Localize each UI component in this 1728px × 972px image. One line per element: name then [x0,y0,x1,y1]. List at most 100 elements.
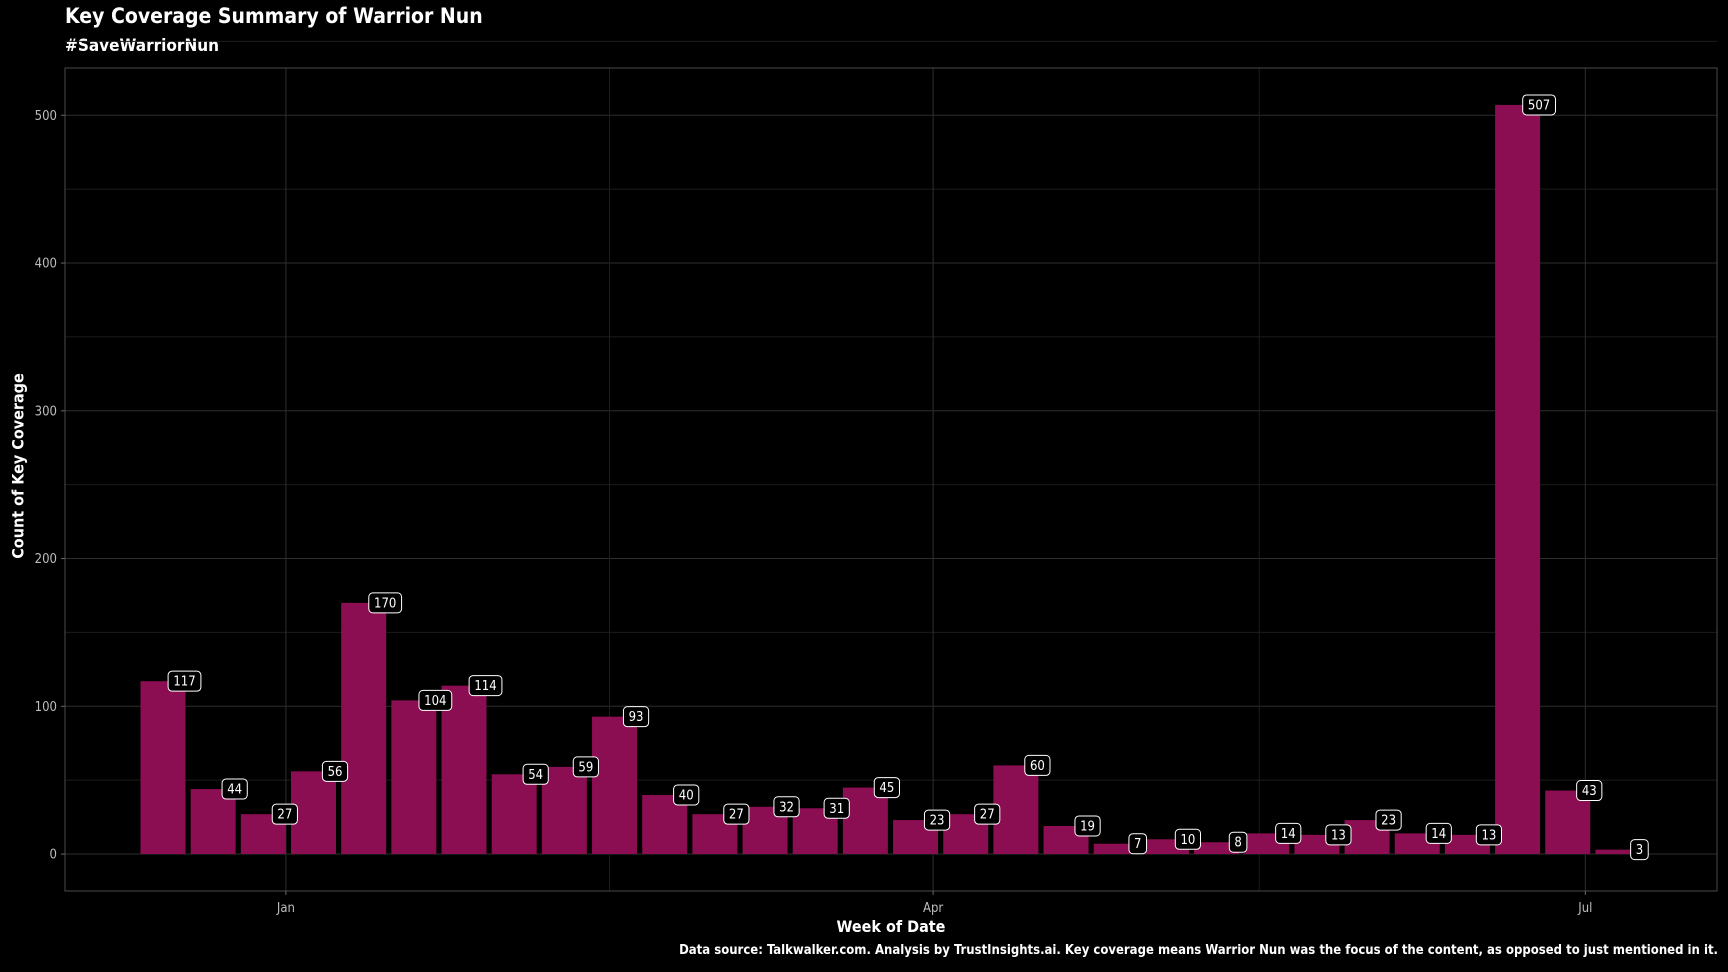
data-label-text: 59 [578,760,593,775]
x-axis-label: Week of Date [836,917,946,936]
data-labels: 117 44 27 56 170 104 114 54 59 93 40 27 32 31 45 23 27 60… [167,94,1649,861]
data-label: 19 [1074,815,1101,837]
y-tick-label: 200 [35,552,57,567]
data-label-box [418,689,453,711]
x-tick-label: Jul [1577,901,1592,916]
data-label-box [1425,822,1452,844]
data-label-box [271,803,298,825]
data-label-text: 43 [1582,784,1597,799]
data-label-text: 27 [277,808,292,823]
data-label-box [1074,815,1101,837]
data-label: 27 [974,803,1001,825]
data-label: 32 [773,796,800,818]
data-label-box [167,670,202,692]
y-tick-label: 0 [50,848,57,863]
data-label-box [1174,828,1202,850]
data-label: 27 [271,803,298,825]
bar [441,685,487,855]
data-label-box [1375,809,1402,831]
data-label-box [1522,94,1556,116]
y-axis-label: Count of Key Coverage [8,373,28,559]
data-label: 40 [673,784,700,806]
bar [140,681,186,855]
data-label-text: 507 [1528,98,1550,113]
data-label-text: 8 [1234,836,1241,851]
x-axis-ticks: Jan Apr Jul [276,891,1592,916]
bar [1595,849,1641,855]
data-label: 44 [221,778,248,800]
data-label-text: 19 [1080,819,1095,834]
data-label-text: 104 [424,694,446,709]
bar [341,602,387,855]
data-label: 8 [1228,831,1248,853]
data-label-text: 13 [1481,828,1496,843]
chart-title: Key Coverage Summary of Warrior Nun [65,4,483,28]
data-label-box [1128,833,1148,855]
data-label: 23 [1375,809,1402,831]
bar [993,765,1039,855]
data-label-box [974,803,1001,825]
data-label-text: 23 [1381,814,1396,829]
data-label-box [873,777,900,799]
data-label-box [221,778,248,800]
data-label-text: 60 [1030,759,1045,774]
data-label-box [1228,831,1248,853]
data-label-box [1630,839,1649,861]
data-label-text: 56 [328,765,343,780]
data-label-text: 23 [930,814,945,829]
data-label: 59 [572,756,599,778]
y-axis-ticks: 0 100 200 300 400 500 [35,109,65,863]
data-label-text: 14 [1431,827,1446,842]
data-label-box [572,756,599,778]
chart-caption: Data source: Talkwalker.com. Analysis by… [679,943,1718,958]
data-label: 14 [1275,822,1302,844]
data-label: 54 [522,763,549,785]
bar [541,766,587,855]
data-label-box [368,592,403,614]
bar [1545,790,1591,855]
data-label: 104 [418,689,453,711]
data-label: 56 [321,760,349,782]
data-label-box [522,763,549,785]
bars [140,104,1641,855]
data-label-text: 117 [173,675,195,690]
data-label: 13 [1325,824,1352,846]
data-label-text: 27 [729,808,744,823]
data-label-text: 31 [829,802,844,817]
data-label-box [321,760,349,782]
data-label: 117 [167,670,202,692]
data-label-text: 7 [1134,837,1141,852]
data-label-text: 93 [629,710,644,725]
data-label: 43 [1576,780,1603,802]
data-label: 27 [723,803,750,825]
data-label-box [1325,824,1352,846]
data-label: 170 [368,592,403,614]
data-label-text: 32 [779,800,794,815]
bar [1093,843,1139,855]
data-label-box [1024,754,1051,776]
bar [190,789,236,855]
data-label-box [622,706,650,728]
data-label: 31 [823,797,850,819]
data-label-text: 27 [980,808,995,823]
data-label-box [468,675,503,697]
x-tick-label: Jan [276,901,295,916]
data-label-box [1275,822,1302,844]
data-label-text: 44 [227,783,242,798]
y-tick-label: 400 [35,257,57,272]
data-label-text: 13 [1331,828,1346,843]
data-label-box [923,809,951,831]
bar [842,787,888,855]
data-label: 93 [622,706,650,728]
data-label-text: 40 [679,788,694,803]
data-label-text: 114 [474,679,496,694]
data-label-box [823,797,850,819]
data-label: 23 [923,809,951,831]
data-label-text: 14 [1281,827,1296,842]
bar [491,774,537,855]
data-label: 114 [468,675,503,697]
panel-border [64,67,1718,892]
data-label-box [1475,824,1503,846]
data-label-box [673,784,700,806]
